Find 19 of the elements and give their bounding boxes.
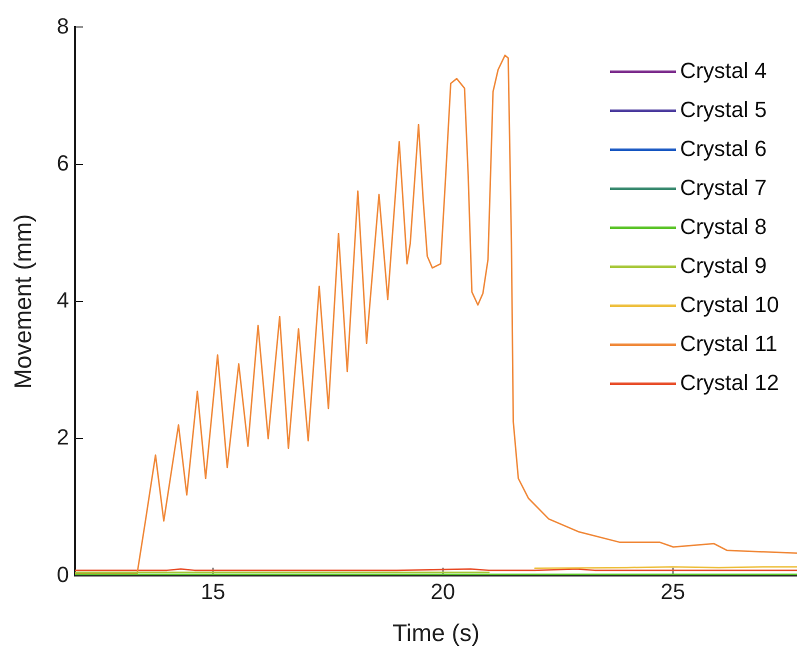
x-tick-label: 15 xyxy=(200,579,226,604)
legend-label: Crystal 6 xyxy=(680,136,767,161)
x-tick-label: 20 xyxy=(430,579,456,604)
legend-label: Crystal 8 xyxy=(680,214,767,239)
legend-label: Crystal 10 xyxy=(680,292,780,317)
y-tick-label: 0 xyxy=(56,562,70,587)
y-axis-title: Movement (mm) xyxy=(10,214,38,389)
x-tick-label: 25 xyxy=(660,579,686,604)
legend-label: Crystal 7 xyxy=(680,174,767,200)
y-tick-label: 6 xyxy=(56,150,70,176)
legend-label: Crystal 11 xyxy=(680,330,778,356)
y-tick-label: 4 xyxy=(56,288,70,313)
y-tick-label: 2 xyxy=(56,424,70,450)
legend-label: Crystal 12 xyxy=(680,370,780,395)
legend-label: Crystal 9 xyxy=(680,252,767,278)
y-tick-label: 8 xyxy=(56,13,70,38)
x-axis-title: Time (s) xyxy=(392,620,480,648)
legend-label: Crystal 4 xyxy=(680,58,767,83)
legend-label: Crystal 5 xyxy=(680,96,767,122)
